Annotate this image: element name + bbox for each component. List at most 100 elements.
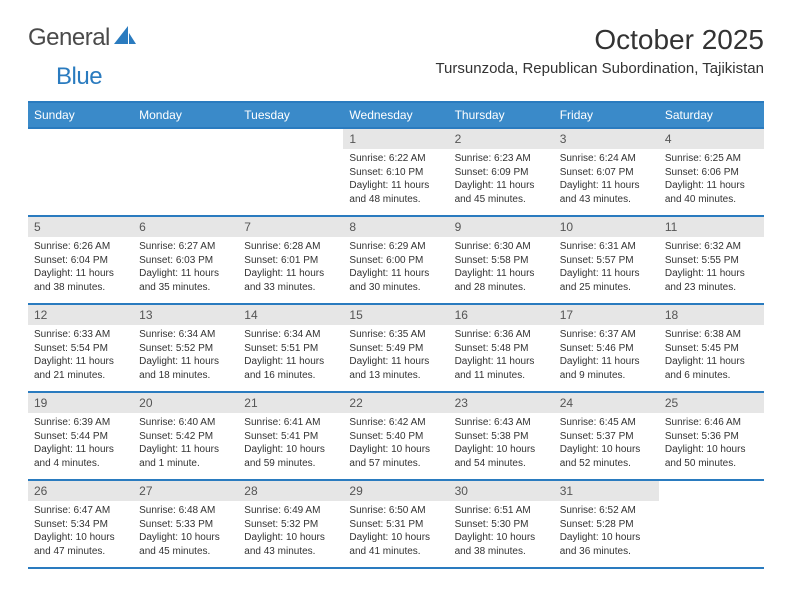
daylight-text: Daylight: 11 hours and 11 minutes. [455, 355, 548, 382]
logo-sail-icon [114, 26, 136, 51]
day-number: 13 [133, 305, 238, 325]
day-cell: 24Sunrise: 6:45 AMSunset: 5:37 PMDayligh… [554, 393, 659, 479]
day-cell: 18Sunrise: 6:38 AMSunset: 5:45 PMDayligh… [659, 305, 764, 391]
day-cell: 5Sunrise: 6:26 AMSunset: 6:04 PMDaylight… [28, 217, 133, 303]
day-cell: 16Sunrise: 6:36 AMSunset: 5:48 PMDayligh… [449, 305, 554, 391]
day-number: 10 [554, 217, 659, 237]
day-header-thursday: Thursday [449, 103, 554, 127]
day-number: 16 [449, 305, 554, 325]
calendar-grid: SundayMondayTuesdayWednesdayThursdayFrid… [28, 101, 764, 569]
day-body: Sunrise: 6:43 AMSunset: 5:38 PMDaylight:… [449, 413, 554, 476]
sunset-text: Sunset: 5:32 PM [244, 518, 337, 532]
sunrise-text: Sunrise: 6:28 AM [244, 240, 337, 254]
day-cell: 4Sunrise: 6:25 AMSunset: 6:06 PMDaylight… [659, 129, 764, 215]
sunset-text: Sunset: 5:30 PM [455, 518, 548, 532]
day-body: Sunrise: 6:29 AMSunset: 6:00 PMDaylight:… [343, 237, 448, 300]
day-body: Sunrise: 6:34 AMSunset: 5:52 PMDaylight:… [133, 325, 238, 388]
day-header-sunday: Sunday [28, 103, 133, 127]
sunset-text: Sunset: 5:31 PM [349, 518, 442, 532]
sunrise-text: Sunrise: 6:30 AM [455, 240, 548, 254]
daylight-text: Daylight: 10 hours and 45 minutes. [139, 531, 232, 558]
daylight-text: Daylight: 10 hours and 50 minutes. [665, 443, 758, 470]
sunrise-text: Sunrise: 6:22 AM [349, 152, 442, 166]
calendar-page: General October 2025 Tursunzoda, Republi… [0, 0, 792, 589]
daylight-text: Daylight: 11 hours and 6 minutes. [665, 355, 758, 382]
sunset-text: Sunset: 5:41 PM [244, 430, 337, 444]
day-cell [133, 129, 238, 215]
day-body: Sunrise: 6:50 AMSunset: 5:31 PMDaylight:… [343, 501, 448, 564]
day-cell: 2Sunrise: 6:23 AMSunset: 6:09 PMDaylight… [449, 129, 554, 215]
day-number: 15 [343, 305, 448, 325]
day-number [659, 481, 764, 501]
day-number: 9 [449, 217, 554, 237]
sunset-text: Sunset: 5:49 PM [349, 342, 442, 356]
day-number: 22 [343, 393, 448, 413]
daylight-text: Daylight: 11 hours and 21 minutes. [34, 355, 127, 382]
day-number [238, 129, 343, 149]
day-number: 14 [238, 305, 343, 325]
day-body: Sunrise: 6:23 AMSunset: 6:09 PMDaylight:… [449, 149, 554, 212]
week-row: 1Sunrise: 6:22 AMSunset: 6:10 PMDaylight… [28, 127, 764, 215]
day-header-saturday: Saturday [659, 103, 764, 127]
daylight-text: Daylight: 10 hours and 47 minutes. [34, 531, 127, 558]
day-body: Sunrise: 6:39 AMSunset: 5:44 PMDaylight:… [28, 413, 133, 476]
day-number: 6 [133, 217, 238, 237]
day-body: Sunrise: 6:40 AMSunset: 5:42 PMDaylight:… [133, 413, 238, 476]
day-body: Sunrise: 6:41 AMSunset: 5:41 PMDaylight:… [238, 413, 343, 476]
week-row: 5Sunrise: 6:26 AMSunset: 6:04 PMDaylight… [28, 215, 764, 303]
sunrise-text: Sunrise: 6:24 AM [560, 152, 653, 166]
day-body: Sunrise: 6:42 AMSunset: 5:40 PMDaylight:… [343, 413, 448, 476]
sunset-text: Sunset: 5:40 PM [349, 430, 442, 444]
sunset-text: Sunset: 6:07 PM [560, 166, 653, 180]
daylight-text: Daylight: 10 hours and 36 minutes. [560, 531, 653, 558]
sunrise-text: Sunrise: 6:35 AM [349, 328, 442, 342]
day-body: Sunrise: 6:52 AMSunset: 5:28 PMDaylight:… [554, 501, 659, 564]
day-cell: 19Sunrise: 6:39 AMSunset: 5:44 PMDayligh… [28, 393, 133, 479]
daylight-text: Daylight: 11 hours and 43 minutes. [560, 179, 653, 206]
daylight-text: Daylight: 11 hours and 35 minutes. [139, 267, 232, 294]
sunset-text: Sunset: 5:36 PM [665, 430, 758, 444]
sunrise-text: Sunrise: 6:40 AM [139, 416, 232, 430]
day-number: 11 [659, 217, 764, 237]
day-cell: 1Sunrise: 6:22 AMSunset: 6:10 PMDaylight… [343, 129, 448, 215]
daylight-text: Daylight: 11 hours and 9 minutes. [560, 355, 653, 382]
daylight-text: Daylight: 10 hours and 41 minutes. [349, 531, 442, 558]
sunrise-text: Sunrise: 6:26 AM [34, 240, 127, 254]
day-number: 29 [343, 481, 448, 501]
day-cell: 9Sunrise: 6:30 AMSunset: 5:58 PMDaylight… [449, 217, 554, 303]
daylight-text: Daylight: 11 hours and 18 minutes. [139, 355, 232, 382]
day-body: Sunrise: 6:28 AMSunset: 6:01 PMDaylight:… [238, 237, 343, 300]
day-body: Sunrise: 6:34 AMSunset: 5:51 PMDaylight:… [238, 325, 343, 388]
sunset-text: Sunset: 6:06 PM [665, 166, 758, 180]
sunset-text: Sunset: 5:38 PM [455, 430, 548, 444]
week-row: 12Sunrise: 6:33 AMSunset: 5:54 PMDayligh… [28, 303, 764, 391]
day-header-row: SundayMondayTuesdayWednesdayThursdayFrid… [28, 101, 764, 127]
daylight-text: Daylight: 11 hours and 16 minutes. [244, 355, 337, 382]
sunrise-text: Sunrise: 6:25 AM [665, 152, 758, 166]
day-header-tuesday: Tuesday [238, 103, 343, 127]
sunset-text: Sunset: 5:51 PM [244, 342, 337, 356]
day-header-wednesday: Wednesday [343, 103, 448, 127]
sunrise-text: Sunrise: 6:38 AM [665, 328, 758, 342]
day-cell: 12Sunrise: 6:33 AMSunset: 5:54 PMDayligh… [28, 305, 133, 391]
daylight-text: Daylight: 11 hours and 38 minutes. [34, 267, 127, 294]
day-cell: 20Sunrise: 6:40 AMSunset: 5:42 PMDayligh… [133, 393, 238, 479]
day-cell: 6Sunrise: 6:27 AMSunset: 6:03 PMDaylight… [133, 217, 238, 303]
sunset-text: Sunset: 6:10 PM [349, 166, 442, 180]
day-body: Sunrise: 6:22 AMSunset: 6:10 PMDaylight:… [343, 149, 448, 212]
sunrise-text: Sunrise: 6:43 AM [455, 416, 548, 430]
sunrise-text: Sunrise: 6:48 AM [139, 504, 232, 518]
sunrise-text: Sunrise: 6:41 AM [244, 416, 337, 430]
daylight-text: Daylight: 11 hours and 48 minutes. [349, 179, 442, 206]
day-number: 25 [659, 393, 764, 413]
day-cell: 26Sunrise: 6:47 AMSunset: 5:34 PMDayligh… [28, 481, 133, 567]
day-cell [659, 481, 764, 567]
day-number: 24 [554, 393, 659, 413]
sunrise-text: Sunrise: 6:33 AM [34, 328, 127, 342]
day-cell: 28Sunrise: 6:49 AMSunset: 5:32 PMDayligh… [238, 481, 343, 567]
sunrise-text: Sunrise: 6:34 AM [244, 328, 337, 342]
sunset-text: Sunset: 5:55 PM [665, 254, 758, 268]
day-body: Sunrise: 6:45 AMSunset: 5:37 PMDaylight:… [554, 413, 659, 476]
sunrise-text: Sunrise: 6:51 AM [455, 504, 548, 518]
daylight-text: Daylight: 11 hours and 33 minutes. [244, 267, 337, 294]
